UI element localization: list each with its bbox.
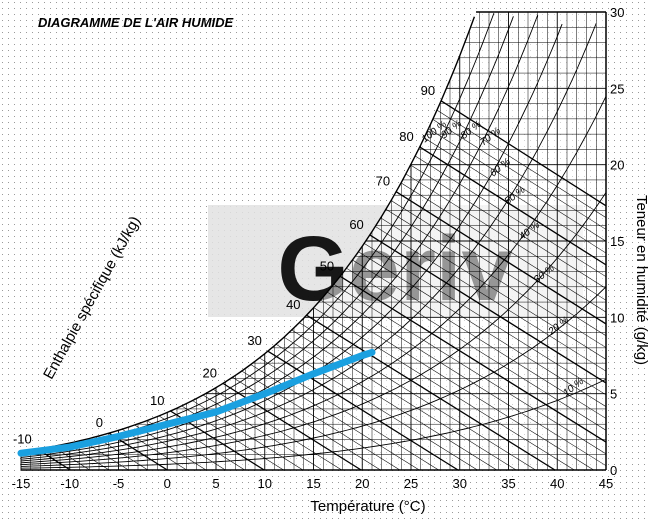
enthalpy-line [390,200,607,336]
enthalpy-tick-label: 90 [421,83,435,98]
enthalpy-line [358,251,607,407]
x-tick-label: -10 [60,476,79,491]
enthalpy-tick-label: -10 [13,431,32,446]
relative-humidity-curves [20,13,607,469]
rh-curve [20,14,539,458]
enthalpy-line [339,275,607,443]
x-tick-label: 15 [306,476,320,491]
x-tick-label: 5 [212,476,219,491]
y-tick-label: 30 [610,5,624,20]
x-tick-label: 20 [355,476,369,491]
x-tick-label: 40 [550,476,564,491]
enthalpy-line [440,100,607,207]
x-tick-label: 45 [599,476,613,491]
y-tick-label: 25 [610,81,624,96]
rh-curve [20,96,607,464]
enthalpy-line [364,243,607,396]
rh-curve [20,192,607,466]
enthalpy-line [250,364,420,471]
enthalpy-line [380,217,607,360]
x-tick-label: -15 [12,476,31,491]
enthalpy-line [327,291,607,466]
enthalpy-line [436,109,607,218]
y-tick-label: 15 [610,234,624,249]
y-tick-label: 20 [610,158,624,173]
x-tick-label: 35 [501,476,515,491]
x-tick-label: 30 [453,476,467,491]
enthalpy-tick-label: 70 [376,174,390,189]
x-tick-label: 0 [164,476,171,491]
enthalpy-line [313,307,575,471]
enthalpy-tick-label: 50 [320,258,334,273]
x-tick-label: 25 [404,476,418,491]
enthalpy-line [405,173,607,301]
enthalpy-line [267,350,459,471]
rh-curve [20,286,607,467]
enthalpy-line [424,137,607,254]
enthalpy-line [410,164,607,289]
enthalpy-line [346,267,607,431]
y-tick-label: 10 [610,310,624,325]
enthalpy-lines [37,100,607,471]
enthalpy-tick-label: 20 [203,365,217,380]
enthalpy-line [306,314,556,471]
y-tick-label: 0 [610,463,617,478]
enthalpy-tick-label: 10 [150,393,164,408]
enthalpy-line [259,357,439,471]
enthalpy-tick-label: 30 [247,333,261,348]
enthalpy-tick-label: 60 [349,217,363,232]
enthalpy-line [241,370,401,471]
enthalpy-line [333,284,607,455]
rh-curve [20,23,597,462]
enthalpy-line [299,322,536,471]
x-axis-title: Température (°C) [310,498,425,515]
enthalpy-line [291,329,517,471]
enthalpy-tick-label: 80 [399,129,413,144]
enthalpy-line [352,259,607,419]
process-line [17,348,376,457]
enthalpy-line [400,182,607,313]
enthalpy-tick-label: 40 [286,297,300,312]
y-tick-label: 5 [610,387,617,402]
chart-title: DIAGRAMME DE L'AIR HUMIDE [38,15,234,30]
enthalpy-tick-label: 0 [96,415,103,430]
x-tick-label: -5 [113,476,125,491]
enthalpy-line [369,234,607,384]
enthalpy-line [395,191,607,325]
enthalpy-line [385,208,607,348]
y-axis-title: Teneur en humidité (g/kg) [633,195,650,365]
enthalpy-line [275,344,478,471]
x-tick-label: 10 [258,476,272,491]
enthalpy-line [375,226,607,372]
rh-curve [20,378,607,469]
series-layer [17,348,376,457]
enthalpy-line [283,336,497,471]
enthalpy-line [415,155,607,277]
enthalpy-line [419,146,607,266]
axes [21,11,607,471]
rh-curve [20,16,476,453]
enthalpy-line [320,299,594,471]
